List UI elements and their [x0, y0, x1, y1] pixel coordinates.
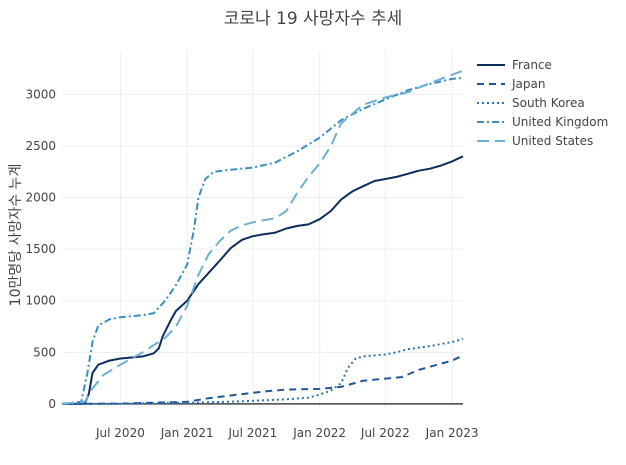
legend-item-south-korea[interactable]: South Korea: [477, 96, 585, 110]
series-line-france: [62, 155, 464, 405]
series-layer: [61, 69, 464, 405]
axis-layer: 0 500 1000 1500 2000 2500 3000 Jul 2020 Jan 2021…: [25, 87, 478, 440]
legend-label: United States: [512, 134, 593, 148]
legend-label: Japan: [511, 77, 545, 91]
series-line-united-states: [61, 69, 464, 405]
x-tick-label: Jul 2021: [227, 426, 277, 440]
y-tick-label: 1500: [25, 242, 56, 256]
legend-label: South Korea: [512, 96, 585, 110]
x-tick-label: Jan 2021: [160, 426, 214, 440]
y-tick-label: 3000: [25, 87, 56, 101]
y-tick-label: 2000: [25, 191, 56, 205]
legend-item-united-kingdom[interactable]: United Kingdom: [477, 115, 608, 129]
legend-label: United Kingdom: [512, 115, 608, 129]
legend-item-united-states[interactable]: United States: [477, 134, 593, 148]
chart-title: 코로나 19 사망자수 추세: [224, 9, 403, 29]
x-tick-label: Jul 2020: [95, 426, 145, 440]
series-line-japan: [61, 354, 464, 405]
series-line-south-korea: [61, 337, 464, 405]
x-tick-label: Jul 2022: [360, 426, 410, 440]
legend-item-japan[interactable]: Japan: [477, 77, 545, 91]
legend-item-france[interactable]: France: [477, 58, 552, 72]
y-tick-label: 1000: [25, 294, 56, 308]
y-tick-label: 2500: [25, 139, 56, 153]
legend-label: France: [512, 58, 552, 72]
y-axis-title: 10만명당 사망자수 누계: [8, 164, 24, 307]
x-tick-label: Jan 2023: [425, 426, 479, 440]
y-tick-label: 500: [33, 345, 56, 359]
x-tick-label: Jan 2022: [292, 426, 346, 440]
legend[interactable]: France Japan South Korea United Kingdom Unit…: [477, 58, 608, 148]
y-tick-label: 0: [48, 397, 56, 411]
grid-layer: [62, 50, 463, 407]
series-line-united-kingdom: [61, 76, 464, 405]
